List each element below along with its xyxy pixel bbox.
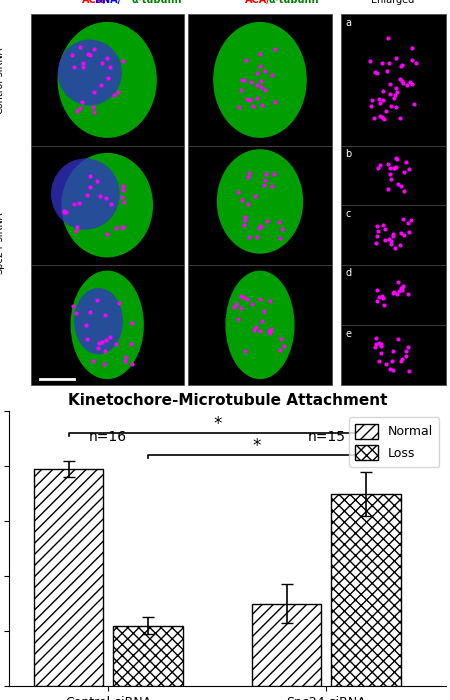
Bar xyxy=(188,265,332,385)
Bar xyxy=(188,14,332,146)
Text: Spc24-siRNA: Spc24-siRNA xyxy=(0,211,4,274)
Text: α-tubulin: α-tubulin xyxy=(269,0,319,5)
Ellipse shape xyxy=(71,271,144,379)
Bar xyxy=(341,14,446,146)
Text: n=16: n=16 xyxy=(89,430,127,444)
Text: Control-siRNA: Control-siRNA xyxy=(0,46,4,113)
Text: e: e xyxy=(345,328,351,339)
Ellipse shape xyxy=(225,271,295,379)
Text: c: c xyxy=(345,209,351,219)
Bar xyxy=(188,146,332,265)
Text: ACA/: ACA/ xyxy=(81,0,107,5)
Ellipse shape xyxy=(58,39,122,106)
Bar xyxy=(341,265,446,325)
Bar xyxy=(31,146,184,265)
Text: α-tubulin: α-tubulin xyxy=(131,0,182,5)
Text: A: A xyxy=(4,0,18,3)
Text: d: d xyxy=(345,268,351,279)
Text: DNA/: DNA/ xyxy=(94,0,121,5)
Legend: Normal, Loss: Normal, Loss xyxy=(349,417,439,466)
Bar xyxy=(341,205,446,265)
Text: Enlarged: Enlarged xyxy=(372,0,415,5)
Bar xyxy=(113,626,183,686)
Ellipse shape xyxy=(213,22,307,138)
Ellipse shape xyxy=(51,158,120,230)
Bar xyxy=(31,265,184,385)
Bar xyxy=(331,494,401,686)
Text: ACA/: ACA/ xyxy=(245,0,270,5)
Bar xyxy=(252,603,321,686)
Text: *: * xyxy=(213,415,221,433)
Bar xyxy=(341,146,446,205)
Text: *: * xyxy=(253,437,261,455)
Ellipse shape xyxy=(74,288,123,354)
Text: b: b xyxy=(345,150,351,160)
Ellipse shape xyxy=(217,149,303,253)
Title: Kinetochore-Microtubule Attachment: Kinetochore-Microtubule Attachment xyxy=(68,393,387,409)
Ellipse shape xyxy=(61,153,153,258)
Bar xyxy=(34,469,103,686)
Bar xyxy=(31,14,184,146)
Ellipse shape xyxy=(58,22,157,138)
Text: n=15: n=15 xyxy=(307,430,346,444)
Text: a: a xyxy=(345,18,351,28)
Bar xyxy=(341,325,446,385)
